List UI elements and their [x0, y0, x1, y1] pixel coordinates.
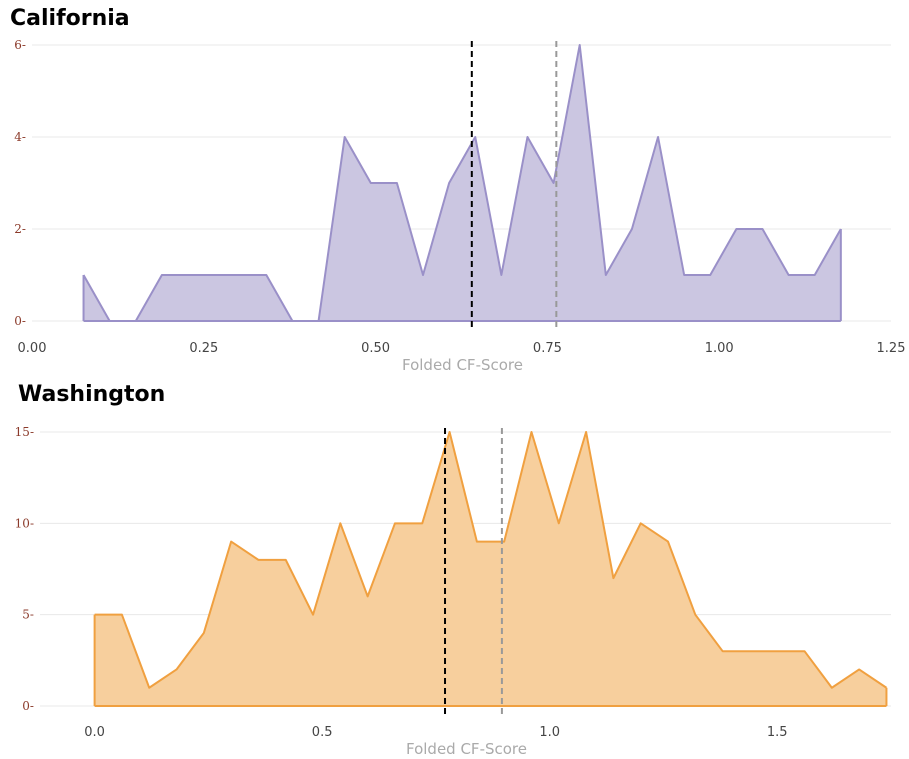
washington-xtick-label: 1.0 — [539, 725, 560, 740]
california-xtick-label: 1.00 — [705, 341, 734, 356]
washington-panel: 0- 5- 10- 15- 0.0 0.5 1.0 1.5 Folded CF-Score — [15, 425, 891, 758]
washington-area-line — [94, 431, 888, 689]
california-area-line — [82, 44, 842, 322]
washington-ytick-label: 10- — [15, 516, 34, 530]
washington-area-fill — [94, 432, 887, 706]
washington-xtick-label: 1.5 — [767, 725, 788, 740]
california-xtick-label: 0.75 — [533, 341, 562, 356]
washington-x-axis-label: Folded CF-Score — [406, 740, 527, 758]
california-xtick-label: 1.25 — [877, 341, 906, 356]
washington-ytick-label: 0- — [22, 699, 34, 713]
california-ytick-label: 2- — [14, 222, 26, 236]
california-x-axis-label: Folded CF-Score — [402, 356, 523, 374]
california-ytick-label: 6- — [14, 38, 26, 52]
california-panel: 0- 2- 4- 6- 0.00 0.25 0.50 0.75 1.00 1.25 Folded C… — [14, 38, 905, 374]
washington-xtick-label: 0.5 — [312, 725, 333, 740]
california-xtick-label: 0.50 — [361, 341, 390, 356]
california-xtick-label: 0.25 — [189, 341, 218, 356]
washington-ytick-label: 5- — [22, 608, 34, 622]
washington-chart-title: Washington — [18, 382, 166, 407]
washington-xtick-label: 0.0 — [84, 725, 105, 740]
california-xtick-label: 0.00 — [18, 341, 47, 356]
washington-ytick-label: 15- — [15, 425, 34, 439]
california-ytick-label: 4- — [14, 130, 26, 144]
california-area-fill — [83, 45, 841, 321]
california-ytick-label: 0- — [14, 314, 26, 328]
california-chart-title: California — [10, 6, 130, 31]
